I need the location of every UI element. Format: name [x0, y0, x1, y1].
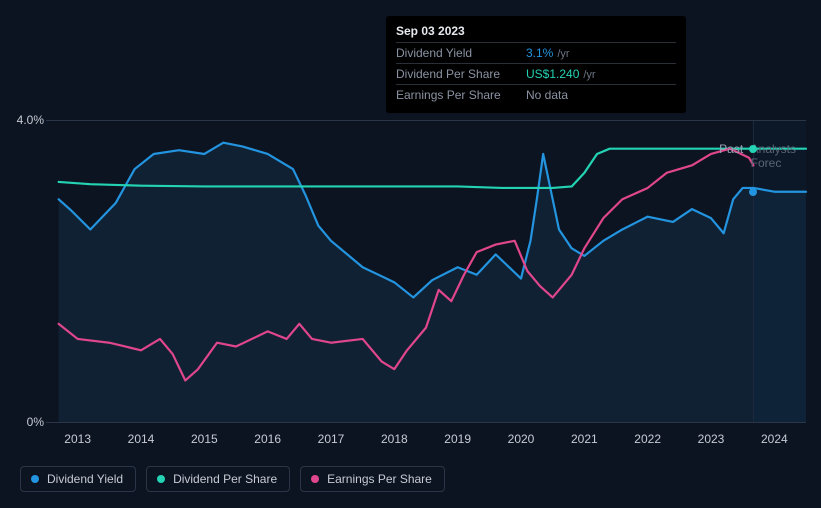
legend-label: Dividend Per Share — [173, 472, 277, 486]
legend: Dividend Yield Dividend Per Share Earnings… — [20, 466, 445, 492]
x-tick-label: 2020 — [508, 432, 535, 446]
legend-dot-icon — [157, 475, 165, 483]
legend-label: Dividend Yield — [47, 472, 123, 486]
gridline — [46, 422, 806, 423]
plot-area[interactable] — [46, 120, 806, 422]
x-tick-label: 2018 — [381, 432, 408, 446]
x-tick-label: 2017 — [318, 432, 345, 446]
x-tick-label: 2014 — [128, 432, 155, 446]
tooltip-value: 3.1% — [526, 46, 553, 60]
tooltip-key: Dividend Per Share — [396, 67, 526, 81]
tooltip-key: Earnings Per Share — [396, 88, 526, 102]
legend-item-earnings_per_share[interactable]: Earnings Per Share — [300, 466, 445, 492]
x-tick-label: 2016 — [254, 432, 281, 446]
legend-item-dividend_per_share[interactable]: Dividend Per Share — [146, 466, 290, 492]
tooltip-row: Dividend Per ShareUS$1.240/yr — [396, 63, 676, 84]
series-marker — [749, 145, 757, 153]
y-tick-label: 0% — [4, 415, 44, 429]
tooltip-row: Dividend Yield3.1% /yr — [396, 42, 676, 63]
x-tick-label: 2023 — [698, 432, 725, 446]
tooltip-unit: /yr — [557, 48, 569, 60]
gridline — [46, 120, 806, 121]
legend-dot-icon — [31, 475, 39, 483]
tooltip-value: US$1.240 — [526, 67, 579, 81]
legend-item-dividend_yield[interactable]: Dividend Yield — [20, 466, 136, 492]
x-tick-label: 2021 — [571, 432, 598, 446]
y-tick-label: 4.0% — [4, 113, 44, 127]
hover-tooltip: Sep 03 2023 Dividend Yield3.1%/yrDividen… — [386, 16, 686, 113]
plot-svg — [46, 120, 806, 422]
tooltip-value: No data — [526, 88, 568, 102]
analysts-forecast-label: Analysts Forec — [751, 142, 821, 170]
past-label: Past — [719, 142, 743, 156]
x-tick-label: 2022 — [634, 432, 661, 446]
tooltip-key: Dividend Yield — [396, 46, 526, 60]
series-marker — [749, 188, 757, 196]
legend-dot-icon — [311, 475, 319, 483]
tooltip-unit: /yr — [583, 69, 595, 81]
x-tick-label: 2024 — [761, 432, 788, 446]
x-tick-label: 2015 — [191, 432, 218, 446]
x-tick-label: 2019 — [444, 432, 471, 446]
tooltip-date: Sep 03 2023 — [396, 24, 676, 42]
dividend-chart: 0% 4.0% 2013 2014 2015 2016 2017 2018 2019 2020 2… — [0, 0, 821, 508]
tooltip-row: Earnings Per ShareNo data — [396, 84, 676, 105]
legend-label: Earnings Per Share — [327, 472, 432, 486]
x-tick-label: 2013 — [64, 432, 91, 446]
